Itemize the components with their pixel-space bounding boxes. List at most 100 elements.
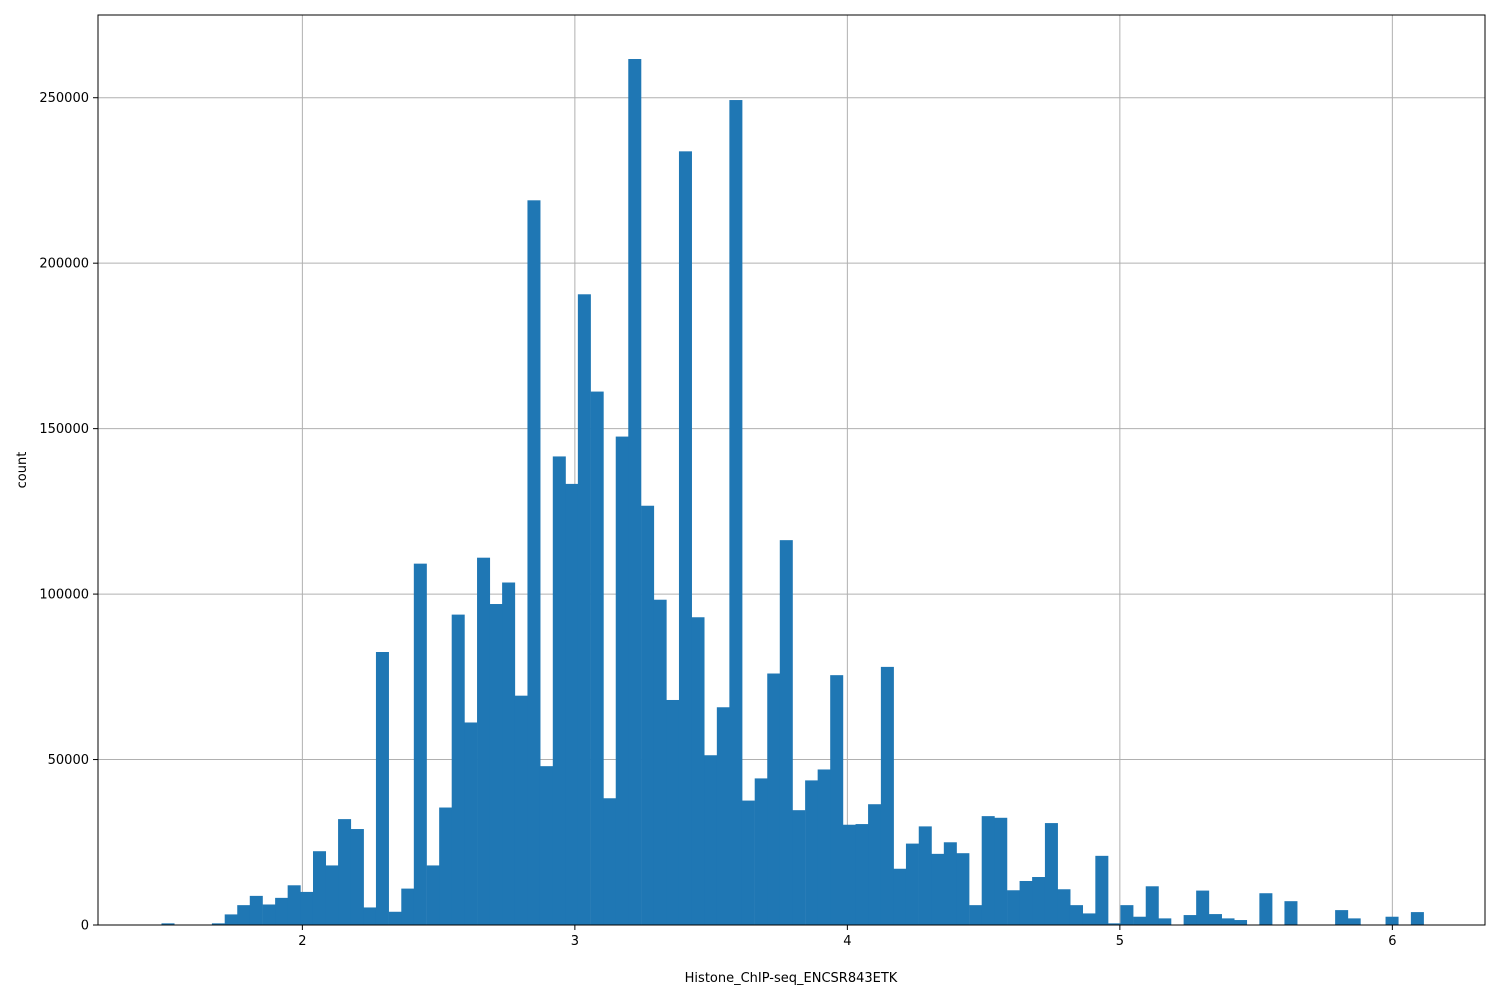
histogram-bar <box>1410 912 1424 925</box>
histogram-bar <box>805 780 819 925</box>
histogram-bar <box>817 769 831 925</box>
histogram-bar <box>994 817 1008 925</box>
histogram-bar <box>388 911 402 925</box>
plot-frame <box>97 14 1486 926</box>
histogram-bar <box>741 800 755 925</box>
histogram-bar <box>1208 914 1222 925</box>
histogram-bar <box>1057 889 1071 925</box>
histogram-bar <box>880 666 894 925</box>
histogram-bar <box>943 842 957 925</box>
histogram-bar <box>628 59 642 925</box>
histogram-bar <box>477 557 491 925</box>
histogram-bar <box>1007 890 1021 925</box>
histogram-bar <box>1284 901 1298 925</box>
histogram-bar <box>439 807 453 925</box>
histogram-bar <box>224 914 238 925</box>
histogram-bar <box>603 798 617 925</box>
histogram-bar <box>615 436 629 925</box>
x-tick-label: 3 <box>571 934 579 949</box>
histogram-bar <box>211 923 225 925</box>
histogram-bar <box>1133 916 1147 925</box>
y-axis: 0 50000 100000 150000 200000 250000 <box>39 91 98 934</box>
histogram-bar <box>1044 823 1058 925</box>
histogram-bar <box>1234 920 1248 925</box>
histogram-bar <box>641 505 655 925</box>
histogram-bar <box>590 391 604 925</box>
histogram-bar <box>338 819 352 925</box>
histogram-bar <box>464 722 478 925</box>
histogram-bar <box>981 816 995 925</box>
histogram-bar <box>1107 923 1121 925</box>
histogram-bar <box>161 923 175 925</box>
histogram-bar <box>300 891 314 925</box>
histogram-bar <box>931 853 945 925</box>
histogram-bars <box>161 59 1424 926</box>
histogram-bar <box>918 826 932 925</box>
x-tick-label: 2 <box>298 934 306 949</box>
histogram-bar <box>413 563 427 925</box>
histogram-bar <box>1158 918 1172 925</box>
histogram-bar <box>312 851 327 925</box>
histogram-bar <box>1032 877 1046 925</box>
histogram-bar <box>275 897 289 925</box>
histogram-bar <box>552 456 566 925</box>
histogram-bar <box>855 824 869 925</box>
histogram-bar <box>325 865 339 925</box>
histogram-bar <box>1095 855 1109 925</box>
histogram-bar <box>401 888 415 925</box>
histogram-bar <box>969 905 983 925</box>
x-axis-label: Histone_ChIP-seq_ENCSR843ETK <box>685 971 898 986</box>
histogram-bar <box>363 907 377 925</box>
histogram-bar <box>527 200 541 926</box>
y-tick-label: 50000 <box>48 753 89 768</box>
x-tick-label: 5 <box>1116 934 1124 949</box>
histogram-bar <box>792 810 806 925</box>
histogram-bar <box>577 294 591 926</box>
y-tick-label: 200000 <box>39 257 89 272</box>
histogram-bar <box>830 675 844 925</box>
histogram-bar <box>1019 880 1033 925</box>
histogram-bar <box>451 614 465 925</box>
histogram-bar <box>426 865 440 925</box>
histogram-bar <box>350 829 364 925</box>
histogram-bar <box>1082 913 1096 925</box>
histogram-bar <box>893 868 907 925</box>
histogram-bar <box>729 100 743 925</box>
histogram-bar <box>502 582 516 925</box>
histogram-bar <box>249 895 263 925</box>
histogram-bar <box>287 885 301 925</box>
histogram-bar <box>905 843 919 925</box>
histogram-bar <box>956 853 970 925</box>
x-axis: 2 3 4 5 6 <box>298 925 1396 949</box>
histogram-bar <box>375 652 389 925</box>
histogram-bar <box>514 695 528 925</box>
x-tick-label: 4 <box>843 934 851 949</box>
y-tick-label: 150000 <box>39 422 89 437</box>
histogram-bar <box>843 824 857 925</box>
histogram-bar <box>565 483 579 925</box>
histogram-bar <box>1347 918 1361 925</box>
histogram-bar <box>691 617 705 925</box>
y-tick-label: 100000 <box>39 588 89 603</box>
histogram-bar <box>868 804 882 925</box>
histogram-bar <box>1385 916 1399 925</box>
histogram-bar <box>767 673 781 925</box>
histogram-bar <box>1145 886 1159 925</box>
y-tick-label: 250000 <box>39 91 89 106</box>
histogram-bar <box>1221 918 1235 925</box>
histogram-bar <box>653 599 667 925</box>
histogram-bar <box>754 778 768 925</box>
x-tick-label: 6 <box>1388 934 1396 949</box>
histogram-bar <box>1183 915 1197 925</box>
y-axis-label: count <box>15 452 30 489</box>
histogram-bar <box>1259 893 1273 925</box>
histogram-bar <box>539 766 554 925</box>
histogram-bar <box>1196 890 1210 925</box>
histogram-bar <box>262 904 276 925</box>
histogram-bar <box>678 151 692 926</box>
histogram-bar <box>1120 905 1134 925</box>
histogram-bar <box>704 755 718 925</box>
histogram-bar <box>489 604 503 925</box>
histogram-bar <box>1335 910 1349 925</box>
